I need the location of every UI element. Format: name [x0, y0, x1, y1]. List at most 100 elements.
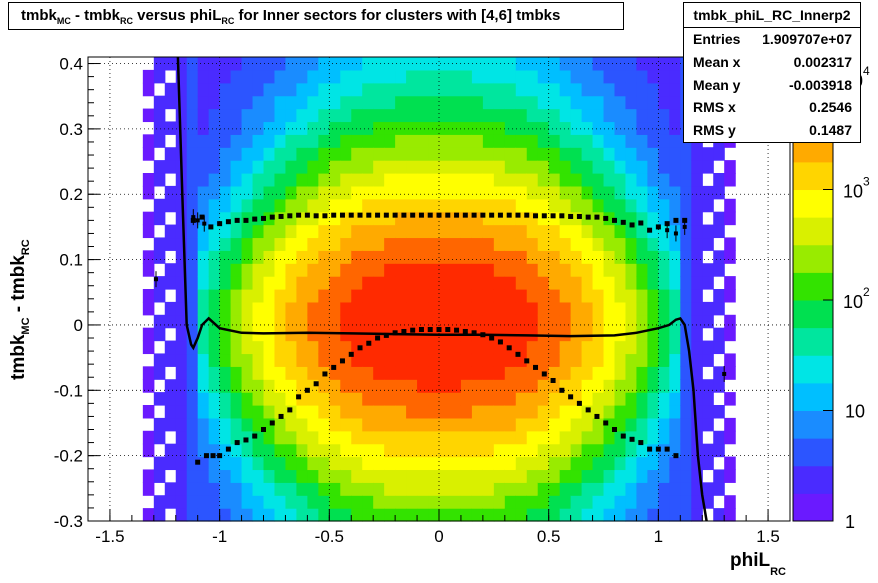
heatmap-cell: [395, 185, 407, 200]
stats-row-rms-y: RMS y 0.1487: [684, 119, 860, 142]
heatmap-cell: [340, 430, 352, 445]
heatmap-cell: [252, 82, 265, 97]
heatmap-cell: [252, 430, 265, 445]
upper-profile-point: [471, 212, 477, 218]
heatmap-cell: [318, 263, 330, 277]
heatmap-cell: [482, 198, 495, 213]
heatmap-cell: [197, 430, 210, 445]
heatmap-cell: [329, 289, 341, 303]
heatmap-cell: [428, 95, 440, 110]
heatmap-cell: [329, 173, 341, 187]
heatmap-cell: [197, 160, 210, 174]
heatmap-cell: [318, 160, 330, 174]
heatmap-cell: [362, 108, 374, 123]
lower-profile-point: [462, 328, 468, 334]
heatmap-cell: [647, 495, 659, 509]
heatmap-cell: [449, 173, 462, 187]
heatmap-cell: [373, 147, 385, 161]
heatmap-cell: [647, 224, 659, 239]
heatmap-cell: [526, 508, 539, 522]
heatmap-cell: [373, 482, 385, 496]
heatmap-cell: [428, 495, 440, 509]
heatmap-cell: [362, 82, 374, 97]
heatmap-cell: [460, 495, 473, 509]
heatmap-cell: [362, 69, 374, 84]
heatmap-cell: [669, 392, 681, 406]
heatmap-cell: [406, 173, 418, 187]
heatmap-cell: [559, 198, 572, 213]
heatmap-cell: [592, 69, 605, 84]
heatmap-cell: [592, 430, 605, 445]
heatmap-cell: [252, 482, 265, 496]
heatmap-cell: [340, 495, 352, 509]
heatmap-cell: [493, 456, 506, 471]
heatmap-cell: [493, 289, 506, 303]
heatmap-cell: [417, 392, 429, 406]
heatmap-cell: [592, 134, 605, 148]
heatmap-cell: [318, 379, 330, 393]
heatmap-cell: [285, 353, 298, 367]
heatmap-cell: [318, 508, 330, 522]
heatmap-cell: [493, 263, 506, 277]
heatmap-cell: [471, 134, 484, 148]
heatmap-cell: [449, 340, 462, 355]
heatmap-cell: [614, 211, 627, 226]
heatmap-cell: [384, 379, 396, 393]
heatmap-cell: [449, 289, 462, 303]
heatmap-cell: [384, 57, 396, 71]
heatmap-cell: [252, 379, 265, 393]
heatmap-cell: [482, 108, 495, 123]
stats-row-mean-y: Mean y -0.003918: [684, 74, 860, 97]
heatmap-cell: [406, 185, 418, 200]
heatmap-cell: [351, 82, 363, 97]
heatmap-cell: [384, 301, 396, 316]
ylabel-sub-2: RC: [20, 239, 32, 256]
heatmap-cell: [296, 443, 308, 458]
heatmap-cell: [680, 301, 692, 316]
heatmap-cell: [296, 224, 308, 239]
heatmap-cell: [406, 289, 418, 303]
heatmap-cell: [625, 185, 638, 200]
heatmap-cell: [362, 160, 374, 174]
heatmap-cell: [406, 95, 418, 110]
heatmap-cell: [482, 211, 495, 226]
heatmap-cell: [625, 160, 638, 174]
heatmap-cell: [526, 173, 539, 187]
heatmap-cell: [559, 508, 572, 522]
heatmap-cell: [614, 301, 627, 316]
heatmap-cell: [318, 443, 330, 458]
heatmap-cell: [395, 263, 407, 277]
heatmap-cell: [164, 263, 177, 277]
heatmap-cell: [658, 327, 670, 342]
heatmap-cell: [351, 147, 363, 161]
heatmap-cell: [329, 353, 341, 367]
heatmap-cell: [548, 379, 561, 393]
heatmap-cell: [449, 198, 462, 213]
lower-profile-point: [313, 381, 319, 387]
heatmap-cell: [164, 443, 177, 458]
heatmap-cell: [406, 237, 418, 251]
heatmap-cell: [351, 134, 363, 148]
heatmap-cell: [142, 185, 155, 200]
heatmap-cell: [537, 198, 550, 213]
heatmap-cell: [241, 456, 254, 471]
heatmap-cell: [680, 276, 692, 290]
heatmap-cell: [504, 82, 517, 97]
heatmap-cell: [493, 69, 506, 84]
heatmap-cell: [603, 57, 616, 71]
heatmap-cell: [614, 417, 627, 432]
heatmap-cell: [208, 353, 221, 367]
heatmap-cell: [439, 392, 451, 406]
heatmap-cell: [526, 353, 539, 367]
heatmap-cell: [428, 121, 440, 135]
heatmap-cell: [362, 250, 374, 264]
heatmap-cell: [691, 263, 703, 277]
x-tick-label: -1.5: [95, 527, 124, 546]
heatmap-cell: [417, 482, 429, 496]
heatmap-cell: [493, 276, 506, 290]
heatmap-cell: [471, 392, 484, 406]
heatmap-cell: [241, 353, 254, 367]
heatmap-cell: [625, 211, 638, 226]
heatmap-cell: [570, 121, 583, 135]
upper-profile-point: [673, 217, 679, 223]
